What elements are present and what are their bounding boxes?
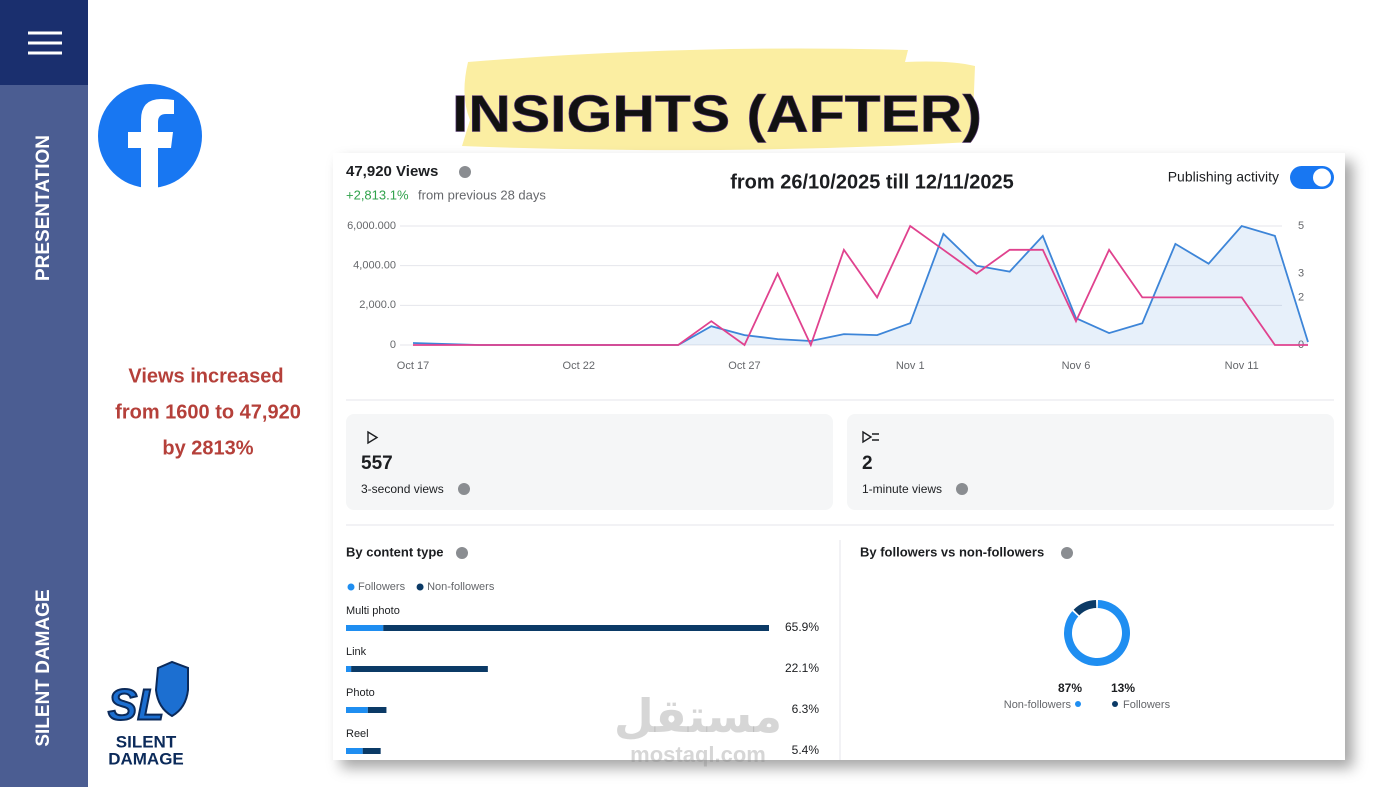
y2-tick-label: 3 <box>1298 268 1304 280</box>
pie-legend-swatch <box>1075 701 1081 707</box>
y-tick-label: 6,000.000 <box>347 220 396 232</box>
y-tick-label: 0 <box>390 339 396 351</box>
note-line: by 2813% <box>162 437 253 459</box>
info-icon[interactable] <box>956 483 968 495</box>
donut-slice <box>1073 600 1097 616</box>
y-tick-label: 4,000.00 <box>353 260 396 272</box>
headline: 47,920 Views <box>346 163 438 180</box>
y-tick-label: 2,000.0 <box>359 299 396 311</box>
kpi-card <box>847 414 1334 510</box>
pie-legend-label: Non-followers <box>1004 699 1072 711</box>
pie-legend-swatch <box>1112 701 1118 707</box>
legend-label: Non-followers <box>427 581 495 593</box>
bar-segment <box>346 666 352 672</box>
info-icon[interactable] <box>459 166 471 178</box>
toggle-label: Publishing activity <box>1168 169 1279 185</box>
bar-segment <box>362 748 381 754</box>
x-tick-label: Oct 17 <box>397 360 429 372</box>
x-tick-label: Nov 1 <box>896 360 925 372</box>
bar-segment <box>367 707 387 713</box>
note-line: from 1600 to 47,920 <box>115 401 301 423</box>
toggle-knob <box>1313 168 1331 187</box>
category-label: Photo <box>346 687 375 699</box>
hamburger-icon[interactable] <box>28 31 62 55</box>
logo-shield <box>154 660 189 718</box>
pie-legend-label: Followers <box>1123 699 1171 711</box>
section-title: By content type <box>346 544 444 559</box>
pie-value-label: 87% <box>1058 681 1082 695</box>
kpi-label: 1-minute views <box>862 482 942 496</box>
info-icon[interactable] <box>1061 547 1073 559</box>
legend-swatch <box>347 583 355 591</box>
legend-label: Followers <box>358 581 406 593</box>
change: +2,813.1% <box>346 187 409 202</box>
value-label: 22.1% <box>785 661 819 675</box>
watermark: مستقل <box>614 690 782 742</box>
donut-slice <box>1064 600 1130 666</box>
bar-segment <box>346 625 384 631</box>
value-label: 65.9% <box>785 620 819 634</box>
category-label: Multi photo <box>346 605 400 617</box>
value-label: 5.4% <box>792 743 820 757</box>
info-icon[interactable] <box>458 483 470 495</box>
y2-tick-label: 2 <box>1298 291 1304 303</box>
change-text: from previous 28 days <box>418 187 546 202</box>
bar-segment <box>346 748 363 754</box>
logo-text: DAMAGE <box>108 749 184 768</box>
note-line: Views increased <box>128 365 283 387</box>
x-tick-label: Nov 11 <box>1225 360 1259 372</box>
x-tick-label: Oct 22 <box>563 360 595 372</box>
kpi-label: 3-second views <box>361 482 444 496</box>
sidebar-top-text: PRESENTATION <box>33 135 54 281</box>
pie-value-label: 13% <box>1111 681 1135 695</box>
category-label: Link <box>346 646 367 658</box>
watermark: mostaql.com <box>630 742 766 767</box>
playlist-icon <box>862 430 879 444</box>
facebook-f <box>128 99 174 188</box>
logo-text: SILENT <box>116 732 177 751</box>
title-highlight <box>462 48 975 151</box>
bar-segment <box>351 666 488 672</box>
kpi-value: 557 <box>361 453 393 474</box>
value-label: 6.3% <box>792 702 820 716</box>
info-icon[interactable] <box>456 547 468 559</box>
slide-title: INSIGHTS (AFTER) <box>452 86 982 144</box>
x-tick-label: Oct 27 <box>728 360 760 372</box>
legend-swatch <box>416 583 424 591</box>
logo-initials: SL <box>108 681 164 730</box>
play-icon <box>367 430 379 445</box>
y2-tick-label: 5 <box>1298 220 1304 232</box>
sidebar <box>0 0 88 787</box>
sidebar-bottom-text: SILENT DAMAGE <box>33 589 54 746</box>
bar-segment <box>383 625 769 631</box>
x-tick-label: Nov 6 <box>1062 360 1091 372</box>
line <box>413 224 1308 348</box>
date-range: from 26/10/2025 till 12/11/2025 <box>730 171 1014 193</box>
kpi-value: 2 <box>862 453 873 474</box>
area <box>413 226 1308 345</box>
category-label: Reel <box>346 728 369 740</box>
bar-segment <box>346 707 368 713</box>
section-title: By followers vs non-followers <box>860 544 1044 559</box>
